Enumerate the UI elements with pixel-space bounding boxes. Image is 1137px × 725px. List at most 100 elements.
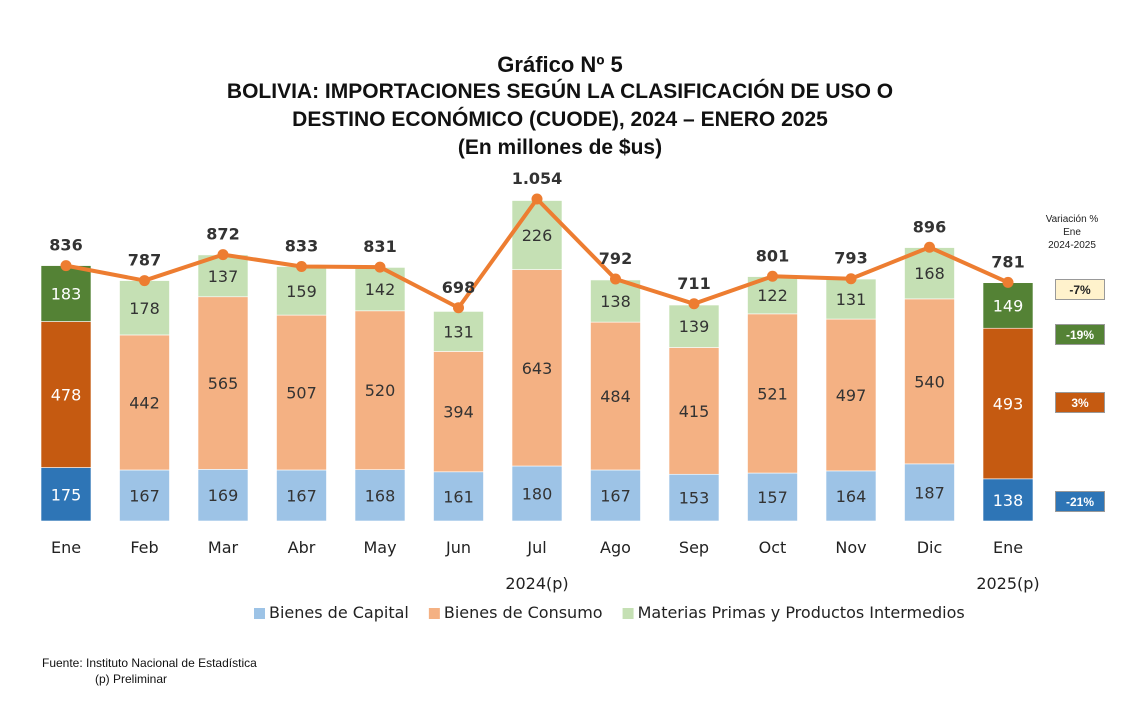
variation-header-line-2: Ene [1063,227,1081,238]
variation-badge-bienes-capital: -21% [1055,491,1105,512]
chart-units: (En millones de $us) [457,136,663,159]
chart-title-line-2: DESTINO ECONÓMICO (CUODE), 2024 – ENERO … [292,108,828,131]
legend-swatch-bienes-de-consumo [428,608,440,619]
period-label-1: 2025(p) [976,574,1039,593]
legend-swatch-materias-primas-y-productos-intermedios [622,608,634,619]
total-point-8 [688,298,700,310]
bar-bienes-de-capital-11 [904,463,955,522]
data-label-bienes-de-consumo-6: 643 [522,359,553,378]
data-label-bienes-de-consumo-8: 415 [679,402,710,421]
bar-bienes-de-capital-9 [747,472,798,522]
data-label-materias-primas-y-productos-intermedios-1: 178 [129,299,160,318]
data-label-bienes-de-consumo-0: 478 [51,386,82,405]
total-label-10: 793 [834,249,867,268]
bar-bienes-de-consumo-0 [40,321,92,468]
data-label-bienes-de-consumo-2: 565 [208,374,239,393]
total-point-3 [296,261,307,273]
bar-bienes-de-capital-6 [511,465,563,522]
total-label-4: 831 [363,237,396,256]
bar-bienes-de-capital-3 [276,469,327,522]
total-point-1 [139,275,150,287]
data-label-bienes-de-consumo-11: 540 [914,372,945,391]
data-label-bienes-de-consumo-7: 484 [600,387,631,406]
x-tick-label-7: Ago [600,538,631,557]
bar-bienes-de-consumo-8 [668,347,720,475]
data-label-materias-primas-y-productos-intermedios-12: 149 [993,296,1024,315]
data-label-bienes-de-capital-10: 164 [836,487,867,506]
chart-title-line-1: BOLIVIA: IMPORTACIONES SEGÚN LA CLASIFIC… [226,80,894,103]
total-label-3: 833 [285,237,318,256]
bar-materias-primas-y-productos-intermedios-8 [668,304,720,348]
data-label-bienes-de-capital-6: 180 [522,485,553,504]
legend-swatch-bienes-de-capital [254,608,265,619]
data-label-materias-primas-y-productos-intermedios-8: 139 [679,317,710,336]
data-label-bienes-de-capital-3: 167 [286,486,317,505]
total-point-2 [217,249,229,261]
variation-header-line-1: Variación % [1045,214,1099,225]
legend-label-bienes-de-consumo: Bienes de Consumo [444,603,603,622]
data-label-bienes-de-capital-7: 167 [600,486,631,505]
bar-bienes-de-capital-0 [40,467,92,522]
bar-bienes-de-consumo-5 [433,351,484,473]
total-point-12 [1002,276,1014,288]
bar-bienes-de-consumo-2 [197,296,249,470]
x-tick-label-11: Dic [917,538,943,557]
total-label-6: 1.054 [512,169,563,188]
total-label-5: 698 [442,278,475,297]
total-label-11: 896 [913,217,946,236]
variation-badge-bienes-consumo: 3% [1055,392,1105,413]
bar-bienes-de-capital-1 [119,469,170,522]
variation-header-line-3: 2024-2025 [1048,240,1096,251]
total-label-9: 801 [756,246,789,265]
data-label-materias-primas-y-productos-intermedios-9: 122 [757,286,788,305]
total-label-12: 781 [991,252,1024,271]
data-label-bienes-de-capital-11: 187 [914,483,945,502]
bar-bienes-de-consumo-12 [982,327,1034,480]
bar-bienes-de-consumo-3 [276,314,327,471]
data-label-bienes-de-capital-4: 168 [365,486,396,505]
data-label-bienes-de-capital-1: 167 [129,486,160,505]
legend-label-bienes-de-capital: Bienes de Capital [269,603,409,622]
bar-bienes-de-consumo-11 [904,298,955,465]
total-label-0: 836 [49,236,82,255]
data-label-bienes-de-consumo-10: 497 [836,386,867,405]
bar-bienes-de-consumo-9 [747,313,798,474]
x-tick-label-6: Jul [526,538,546,557]
bar-materias-primas-y-productos-intermedios-7 [590,279,641,323]
x-tick-label-8: Sep [679,538,709,557]
legend-label-materias-primas-y-productos-intermedios: Materias Primas y Productos Intermedios [638,603,965,622]
bar-bienes-de-capital-7 [590,469,641,522]
x-tick-label-5: Jun [445,538,471,557]
data-label-bienes-de-capital-0: 175 [51,485,82,504]
bar-bienes-de-capital-8 [668,473,720,522]
total-label-7: 792 [599,249,632,268]
x-tick-label-12: Ene [993,538,1023,557]
bar-bienes-de-consumo-4 [354,310,406,470]
bar-materias-primas-y-productos-intermedios-12 [982,282,1034,329]
total-point-4 [374,261,386,273]
total-label-8: 711 [677,274,710,293]
data-label-materias-primas-y-productos-intermedios-11: 168 [914,264,945,283]
variation-header: Variación % Ene 2024-2025 [1032,213,1112,252]
period-label-0: 2024(p) [505,574,568,593]
data-label-bienes-de-consumo-1: 442 [129,393,160,412]
chart-title-number: Gráfico Nº 5 [497,52,623,77]
x-tick-label-10: Nov [835,538,866,557]
data-label-materias-primas-y-productos-intermedios-0: 183 [51,285,82,304]
total-point-11 [924,241,935,253]
total-point-9 [767,270,778,282]
bar-bienes-de-consumo-1 [119,334,170,471]
data-label-materias-primas-y-productos-intermedios-7: 138 [600,292,631,311]
data-label-bienes-de-consumo-5: 394 [443,403,474,422]
bar-materias-primas-y-productos-intermedios-10 [825,278,877,320]
data-label-bienes-de-capital-5: 161 [443,487,474,506]
data-label-bienes-de-consumo-9: 521 [757,384,788,403]
bar-bienes-de-capital-10 [825,470,877,522]
total-label-1: 787 [128,251,161,270]
x-tick-label-9: Oct [759,538,787,557]
data-label-bienes-de-capital-8: 153 [679,489,710,508]
total-point-0 [60,260,72,272]
variation-badge-total: -7% [1055,279,1105,300]
data-label-bienes-de-capital-12: 138 [993,491,1024,510]
data-label-bienes-de-consumo-3: 507 [286,384,317,403]
